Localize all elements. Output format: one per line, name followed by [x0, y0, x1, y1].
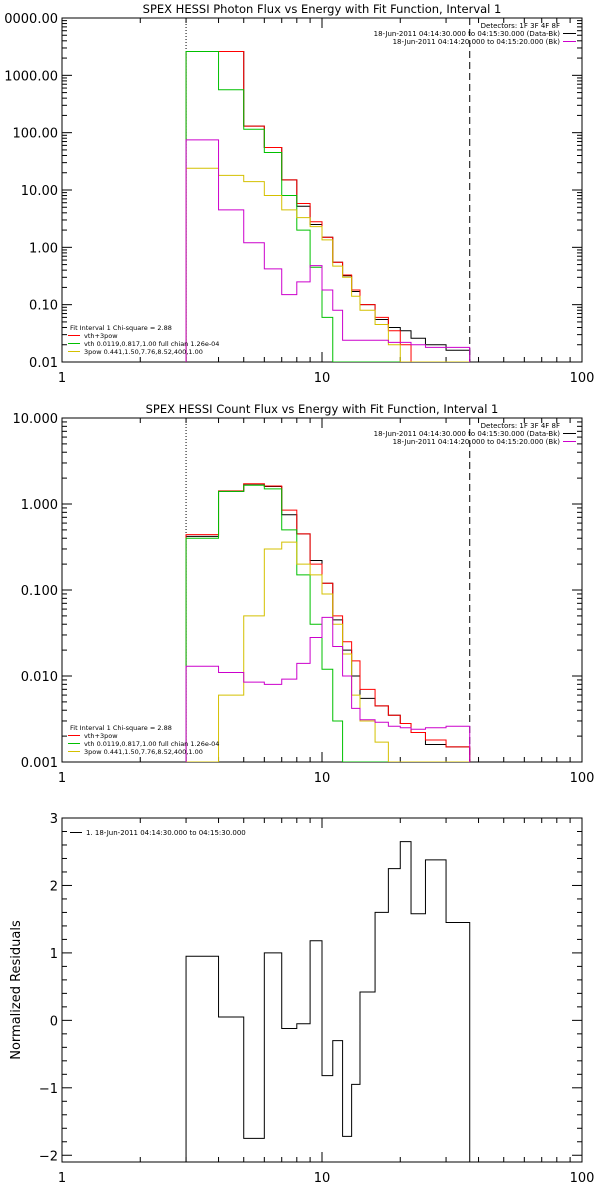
- chart-1-y-tick-label: 0.10: [29, 299, 58, 314]
- chart-2-group: SPEX HESSI Count Flux vs Energy with Fit…: [13, 402, 595, 786]
- chart-3-group: 1 10 100 −2 −1 0 1 2 3 Normalized Residuals 1. 18-…: [9, 812, 594, 1186]
- chart-1-legend-bottom-left-text: 3pow 0.441,1.50,7.76,8.52,400,1.00: [84, 348, 203, 356]
- chart-1-x-tick-label: 1: [58, 371, 66, 386]
- chart-3-x-tick-label: 1: [58, 1171, 66, 1186]
- chart-3-y-tick-label: 1: [50, 947, 58, 962]
- chart-1-legend-bottom-left-text: vth 0.0119,0.817,1.00 full chian 1.26e-0…: [84, 340, 219, 348]
- chart-2-y-tick-label: 1.000: [21, 498, 58, 513]
- chart-3-y-tick-label: 3: [50, 812, 58, 827]
- chart-3-legend-top-left-text: 1. 18-Jun-2011 04:14:30.000 to 04:15:30.…: [86, 829, 246, 837]
- chart-2-y-tick-label: 0.010: [21, 670, 58, 685]
- chart-2-series-data-bk: [185, 483, 471, 762]
- chart-2-series-3pow: [186, 541, 470, 762]
- chart-1-y-tick-label: 0.01: [29, 356, 58, 371]
- chart-2-legend-top-right-text: Detectors: 1F 3F 4F 8F: [481, 422, 560, 430]
- chart-2-legend-top-right-text: 18-Jun-2011 04:14:20.000 to 04:15:20.000…: [393, 438, 561, 446]
- chart-2-x-tick-label: 10: [314, 771, 331, 786]
- chart-1-title: SPEX HESSI Photon Flux vs Energy with Fi…: [143, 2, 502, 16]
- chart-1-series-vth-3pow: [185, 51, 470, 362]
- chart-1-x-tick-label: 100: [570, 371, 595, 386]
- chart-3-x-tick-label: 100: [570, 1171, 595, 1186]
- chart-3-series-residuals: [185, 841, 471, 1162]
- chart-2-y-tick-label: 0.100: [21, 584, 58, 599]
- chart-1-y-tick-label: 0000.00: [4, 12, 58, 27]
- chart-1-legend-top-right-text: Detectors: 1F 3F 4F 8F: [481, 22, 560, 30]
- chart-2-series-vth: [185, 484, 470, 762]
- chart-2-title: SPEX HESSI Count Flux vs Energy with Fit…: [146, 402, 499, 416]
- chart-2-legend-bottom-left-text: Fit Interval 1 Chi-square = 2.88: [70, 724, 172, 732]
- chart-1-y-tick-label: 100.00: [13, 127, 59, 142]
- chart-2-legend-bottom-left-text: vth+3pow: [84, 732, 118, 740]
- chart-2-legend-bottom-left-text: 3pow 0.441,1.50,7.76,8.52,400,1.00: [84, 748, 203, 756]
- chart-2-y-tick-label: 0.001: [21, 756, 58, 771]
- chart-2-legend-bottom-left-text: vth 0.0119,0.817,1.00 full chian 1.26e-0…: [84, 740, 219, 748]
- chart-1-series-bk: [185, 139, 471, 362]
- chart-3-y-tick-label: −1: [39, 1082, 58, 1097]
- chart-2-x-tick-label: 100: [570, 771, 595, 786]
- chart-1-group: SPEX HESSI Photon Flux vs Energy with Fi…: [4, 2, 594, 386]
- chart-1-legend-bottom-left-text: vth+3pow: [84, 332, 118, 340]
- chart-2-y-tick-label: 10.000: [13, 412, 59, 427]
- chart-1-x-tick-label: 10: [314, 371, 331, 386]
- chart-2-legend-top-right-text: 18-Jun-2011 04:14:30.000 to 04:15:30.000…: [374, 430, 561, 438]
- chart-3-y-tick-label: −2: [39, 1149, 58, 1164]
- chart-1-y-tick-label: 1000.00: [4, 69, 58, 84]
- chart-1-series-3pow: [185, 167, 470, 362]
- chart-1-series-vth: [185, 51, 470, 362]
- chart-2-x-tick-label: 1: [58, 771, 66, 786]
- chart-1-y-tick-label: 10.00: [21, 184, 58, 199]
- chart-2-series-bk: [185, 616, 471, 762]
- chart-1-legend-top-right-text: 18-Jun-2011 04:14:30.000 to 04:15:30.000…: [374, 30, 561, 38]
- chart-3-y-tick-label: 2: [50, 879, 58, 894]
- chart-3-y-tick-label: 0: [50, 1014, 58, 1029]
- chart-3-y-axis-label: Normalized Residuals: [9, 920, 24, 1060]
- chart-3-x-tick-label: 10: [314, 1171, 331, 1186]
- chart-1-legend-bottom-left-text: Fit Interval 1 Chi-square = 2.88: [70, 324, 172, 332]
- chart-1-y-tick-label: 1.00: [29, 241, 58, 256]
- chart-2-series-vth-3pow: [185, 483, 471, 762]
- chart-1-legend-top-right-text: 18-Jun-2011 04:14:20.000 to 04:15:20.000…: [393, 38, 561, 46]
- chart-1-series-data-bk: [185, 51, 471, 362]
